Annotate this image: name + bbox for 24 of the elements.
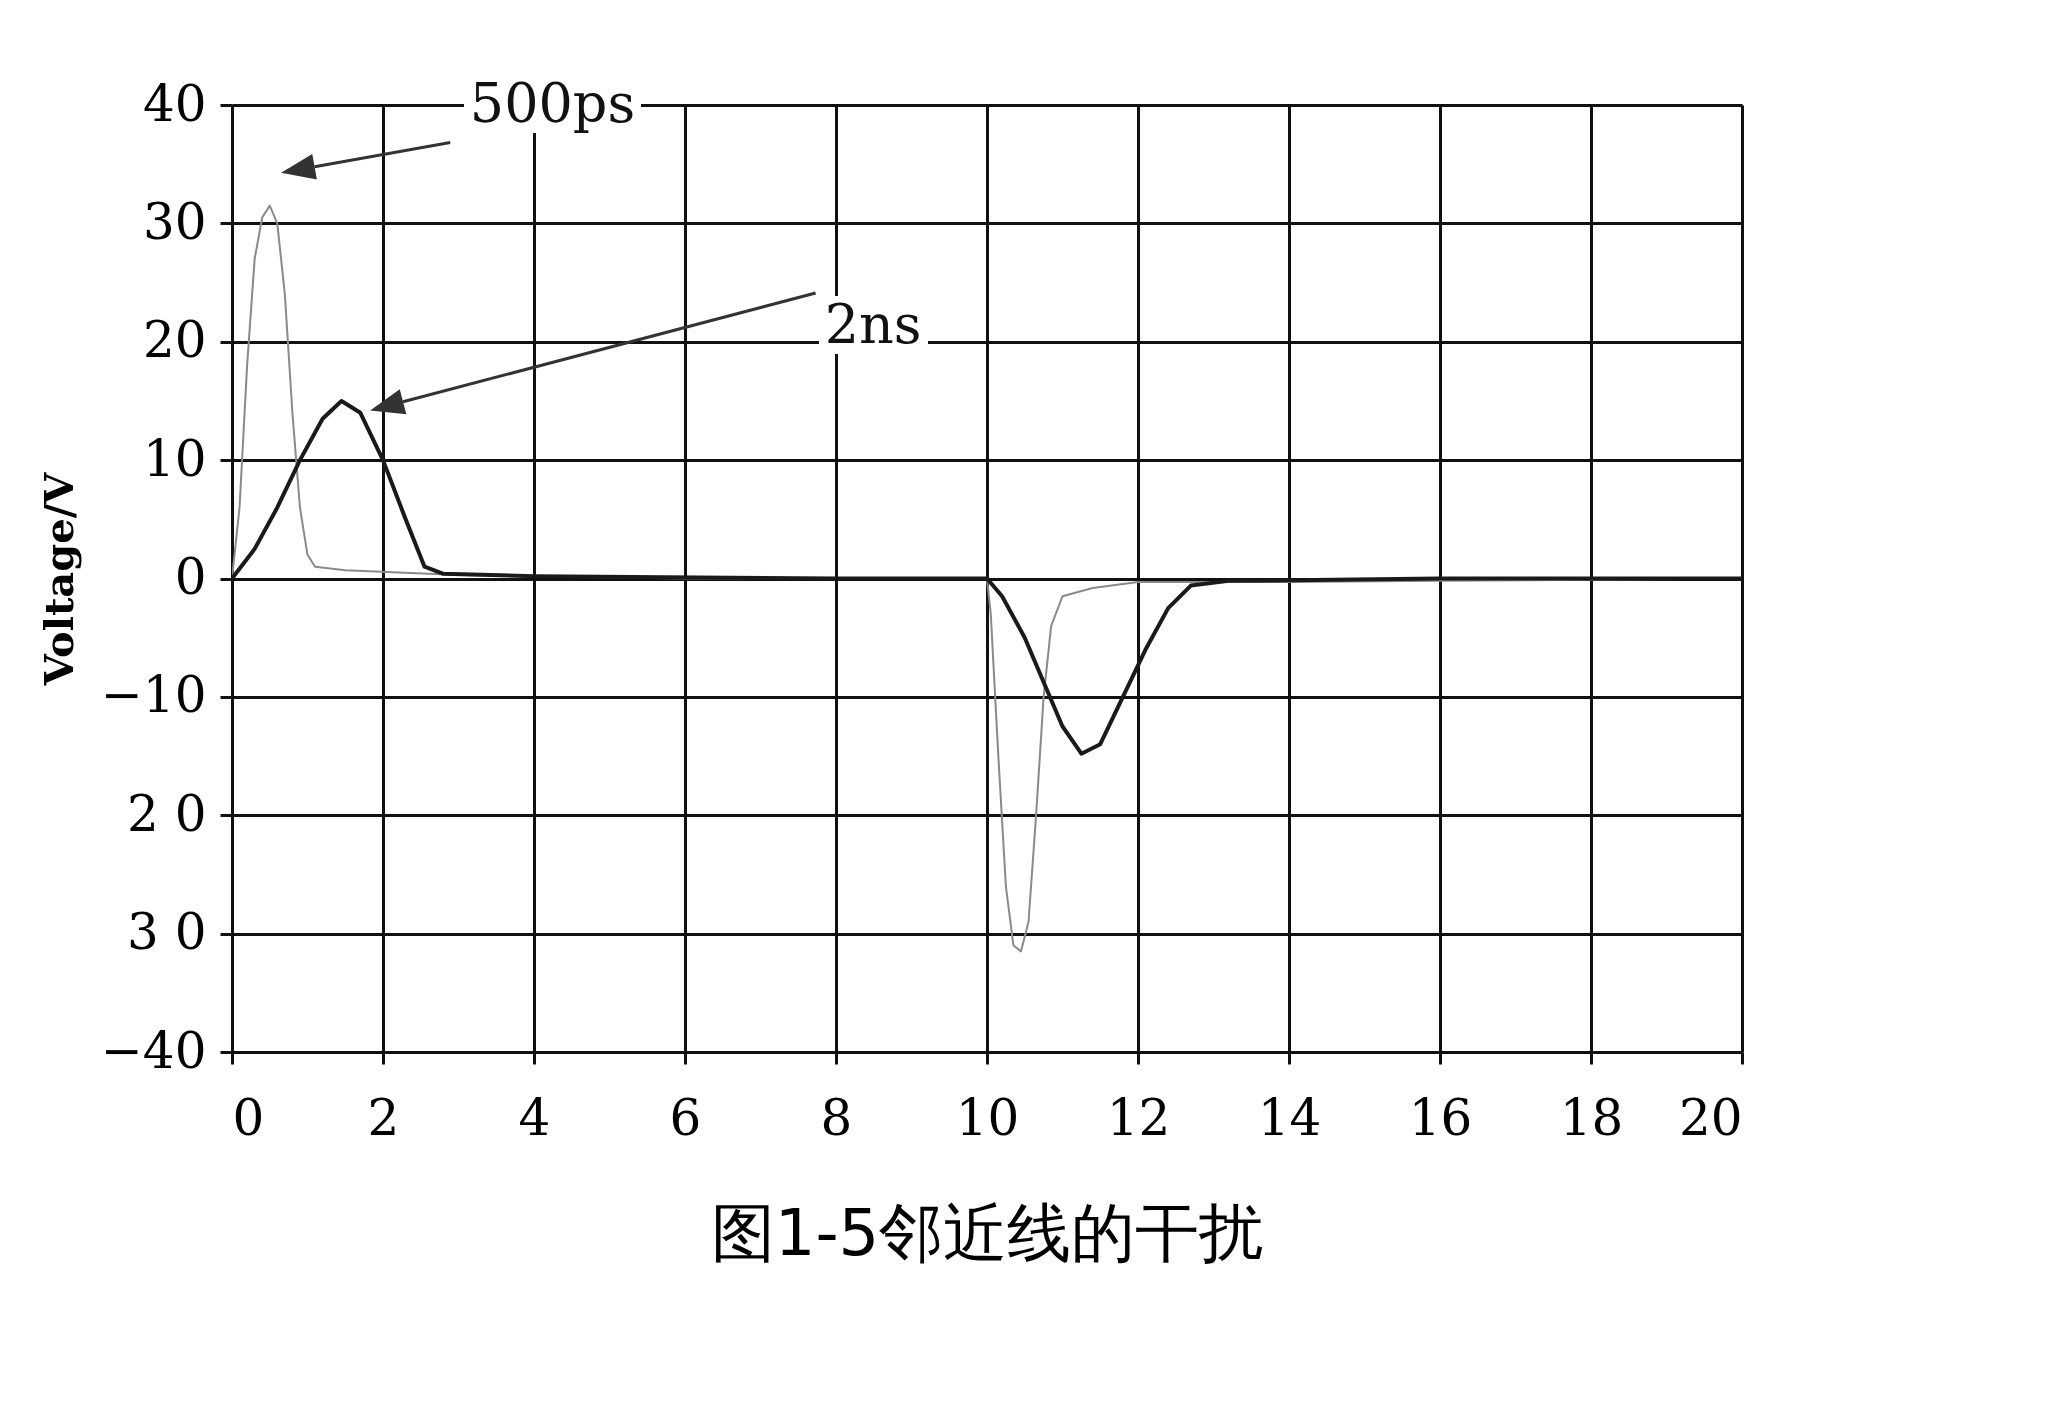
x-tick-label: 10 [955, 1088, 1020, 1147]
y-tick-label: 10 [142, 429, 207, 488]
x-tick-label: 0 [232, 1088, 265, 1147]
x-tick-label: 14 [1257, 1088, 1322, 1147]
x-tick-label: 4 [518, 1088, 551, 1147]
y-tick-label: 3 0 [126, 903, 207, 962]
y-tick-label: 30 [142, 192, 207, 251]
annotation: 2ns [818, 293, 928, 357]
text: 图1-5邻近线的干扰 [710, 1196, 1264, 1270]
x-tick-label: 20 [1678, 1088, 1743, 1147]
x-tick-label: 12 [1106, 1088, 1171, 1147]
y-tick-label: −40 [100, 1021, 207, 1080]
x-tick-label: 16 [1408, 1088, 1473, 1147]
y-tick-label: 0 [174, 548, 207, 606]
y-tick-label: −10 [100, 666, 207, 725]
y-tick-label: 40 [142, 74, 207, 133]
y-tick-label: 20 [142, 311, 207, 370]
y-tick-label: 2 0 [126, 784, 207, 843]
x-tick-label: 6 [669, 1088, 702, 1147]
annotation: 500ps [463, 71, 642, 135]
x-tick-label: 8 [820, 1088, 853, 1147]
x-tick-label: 18 [1559, 1088, 1624, 1147]
x-tick-label: 2 [367, 1088, 400, 1147]
y-axis-title: Voltage/V [34, 471, 82, 687]
